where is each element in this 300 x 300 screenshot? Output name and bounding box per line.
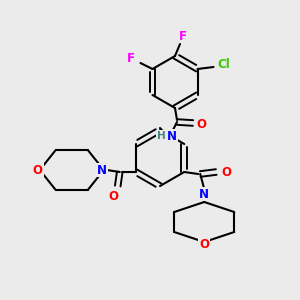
- Text: O: O: [109, 190, 119, 202]
- Text: O: O: [199, 238, 209, 250]
- Text: F: F: [179, 29, 187, 43]
- Text: N: N: [199, 188, 209, 200]
- Text: O: O: [221, 166, 231, 178]
- Text: N: N: [97, 164, 107, 176]
- Text: O: O: [196, 118, 206, 130]
- Text: Cl: Cl: [217, 58, 230, 71]
- Text: O: O: [33, 164, 43, 176]
- Text: F: F: [127, 52, 134, 65]
- Text: N: N: [167, 130, 177, 142]
- Text: H: H: [157, 131, 165, 141]
